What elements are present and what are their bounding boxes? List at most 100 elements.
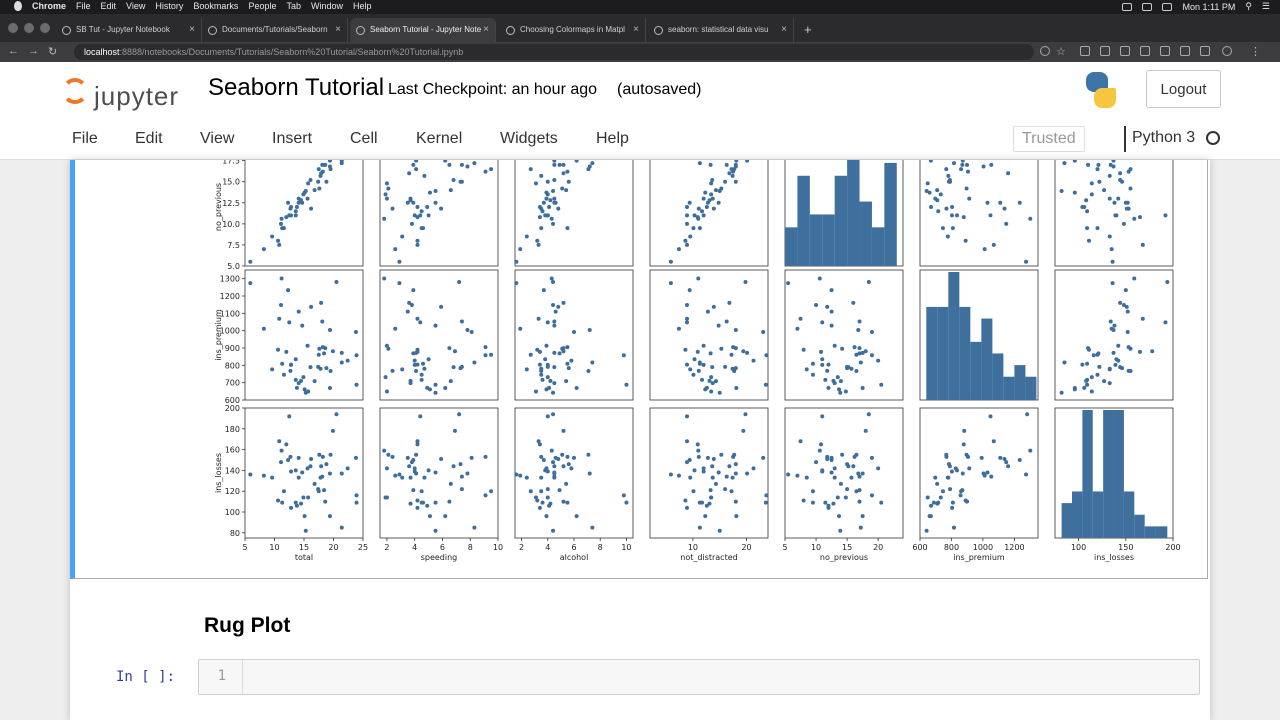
extension-icon[interactable] bbox=[1160, 46, 1170, 56]
menu-help[interactable]: Help bbox=[596, 130, 629, 147]
notification-center-icon[interactable]: ☰ bbox=[1261, 1, 1270, 11]
apple-icon[interactable] bbox=[14, 1, 22, 11]
os-menu-history[interactable]: History bbox=[155, 1, 184, 11]
scatter-point bbox=[709, 181, 714, 186]
spotlight-icon[interactable]: ⚲ bbox=[1245, 1, 1252, 11]
os-menu-file[interactable]: File bbox=[76, 1, 91, 11]
menu-kernel[interactable]: Kernel bbox=[416, 130, 463, 147]
output-cell-selected[interactable]: 5.0 7.5 10.0 12.5 15.0 17.5 no_previous 600 700 8… bbox=[70, 160, 1208, 579]
subplot-frame bbox=[379, 269, 499, 401]
tab-close-icon[interactable]: × bbox=[483, 24, 489, 35]
scatter-point bbox=[696, 216, 701, 221]
scatter-point bbox=[817, 448, 822, 453]
extension-icon[interactable] bbox=[1080, 46, 1090, 56]
scatter-point bbox=[278, 303, 283, 308]
scatter-point bbox=[1150, 349, 1155, 354]
jupyter-logo-icon bbox=[62, 78, 88, 104]
minimize-window-icon[interactable] bbox=[24, 23, 34, 33]
forward-icon[interactable]: → bbox=[28, 45, 39, 57]
x-tick-label: 600 bbox=[912, 543, 927, 552]
os-menu-tab[interactable]: Tab bbox=[286, 1, 301, 11]
scatter-point bbox=[843, 495, 848, 500]
scatter-point bbox=[415, 347, 420, 352]
scatter-point bbox=[545, 375, 550, 380]
new-tab-icon[interactable]: + bbox=[804, 22, 812, 37]
scatter-point bbox=[309, 304, 314, 309]
battery-icon[interactable] bbox=[1122, 2, 1133, 11]
scatter-point bbox=[695, 349, 700, 354]
scatter-point bbox=[1004, 221, 1009, 226]
checkpoint-status: Last Checkpoint: an hour ago bbox=[388, 81, 598, 98]
browser-menu-icon[interactable]: ⋮ bbox=[1250, 46, 1261, 58]
bookmark-star-icon[interactable]: ☆ bbox=[1056, 46, 1066, 58]
os-menu-bookmarks[interactable]: Bookmarks bbox=[193, 1, 239, 11]
scatter-point bbox=[963, 238, 968, 243]
scatter-point bbox=[339, 360, 344, 365]
scatter-point bbox=[946, 173, 951, 178]
notebook-name[interactable]: Seaborn Tutorial bbox=[208, 74, 385, 101]
tab-close-icon[interactable]: × bbox=[781, 24, 787, 35]
scatter-point bbox=[549, 448, 554, 453]
menu-edit[interactable]: Edit bbox=[135, 130, 163, 147]
scatter-point bbox=[845, 487, 850, 492]
scatter-point bbox=[1112, 200, 1117, 205]
address-bar[interactable]: localhost:8888/notebooks/Documents/Tutor… bbox=[74, 44, 1034, 60]
zoom-icon[interactable] bbox=[1040, 46, 1050, 56]
browser-tab[interactable]: Documents/Tutorials/Seaborn × bbox=[202, 18, 348, 42]
os-menu-people[interactable]: People bbox=[248, 1, 277, 11]
browser-tab-active[interactable]: Seaborn Tutorial - Jupyter Note × bbox=[350, 18, 496, 42]
menu-cell[interactable]: Cell bbox=[350, 130, 378, 147]
code-cell[interactable]: In [ ]: 1 bbox=[70, 657, 1208, 701]
extension-icon[interactable] bbox=[1180, 46, 1190, 56]
extension-icon[interactable] bbox=[1140, 46, 1150, 56]
reload-icon[interactable]: ↻ bbox=[48, 46, 58, 58]
os-clock[interactable]: Mon 1:11 PM bbox=[1182, 1, 1236, 12]
scatter-point bbox=[390, 454, 395, 459]
menu-insert[interactable]: Insert bbox=[272, 130, 313, 147]
back-icon[interactable]: ← bbox=[8, 45, 19, 57]
y-tick-label: 900 bbox=[225, 344, 240, 353]
scatter-point bbox=[415, 505, 420, 510]
code-editor[interactable]: 1 bbox=[198, 659, 1200, 695]
scatter-point bbox=[1002, 456, 1007, 461]
trusted-indicator[interactable]: Trusted bbox=[1013, 126, 1085, 152]
os-menu-view[interactable]: View bbox=[126, 1, 146, 11]
scatter-point bbox=[545, 364, 550, 369]
tab-close-icon[interactable]: × bbox=[633, 24, 639, 35]
jupyter-logo[interactable]: jupyter bbox=[56, 70, 196, 114]
menu-view[interactable]: View bbox=[200, 130, 235, 147]
browser-tab[interactable]: SB Tut - Jupyter Notebook × bbox=[56, 18, 202, 42]
extension-icon[interactable] bbox=[1100, 46, 1110, 56]
wifi-icon[interactable] bbox=[1142, 2, 1153, 11]
volume-icon[interactable] bbox=[1162, 2, 1173, 11]
browser-tab[interactable]: Choosing Colormaps in Matpl × bbox=[500, 18, 646, 42]
menu-widgets[interactable]: Widgets bbox=[500, 130, 558, 147]
os-app-name[interactable]: Chrome bbox=[32, 1, 67, 11]
close-window-icon[interactable] bbox=[8, 23, 18, 33]
scatter-point bbox=[293, 209, 298, 214]
subplot-frame bbox=[514, 407, 634, 539]
os-menu-help[interactable]: Help bbox=[353, 1, 372, 11]
scatter-point bbox=[723, 487, 728, 492]
tab-close-icon[interactable]: × bbox=[189, 24, 195, 35]
y-tick-label: 12.5 bbox=[222, 199, 240, 208]
scatter-point bbox=[541, 288, 546, 293]
extension-icon[interactable] bbox=[1200, 46, 1210, 56]
scatter-point bbox=[960, 471, 965, 476]
menu-file[interactable]: File bbox=[72, 130, 98, 147]
scatter-point bbox=[950, 205, 955, 209]
tab-close-icon[interactable]: × bbox=[335, 24, 341, 35]
zoom-window-icon[interactable] bbox=[40, 23, 50, 33]
scatter-point bbox=[448, 379, 453, 384]
profile-avatar-icon[interactable] bbox=[1222, 46, 1232, 56]
os-menu-window[interactable]: Window bbox=[310, 1, 343, 11]
markdown-cell[interactable]: Rug Plot bbox=[70, 606, 1208, 652]
scatter-point bbox=[574, 160, 579, 163]
scatter-point bbox=[561, 349, 566, 354]
os-menu-edit[interactable]: Edit bbox=[100, 1, 117, 11]
browser-tab[interactable]: seaborn: statistical data visu × bbox=[648, 18, 794, 42]
scatter-point bbox=[869, 493, 874, 498]
logout-button[interactable]: Logout bbox=[1146, 70, 1221, 108]
scatter-point bbox=[415, 498, 420, 503]
extension-icon[interactable] bbox=[1120, 46, 1130, 56]
